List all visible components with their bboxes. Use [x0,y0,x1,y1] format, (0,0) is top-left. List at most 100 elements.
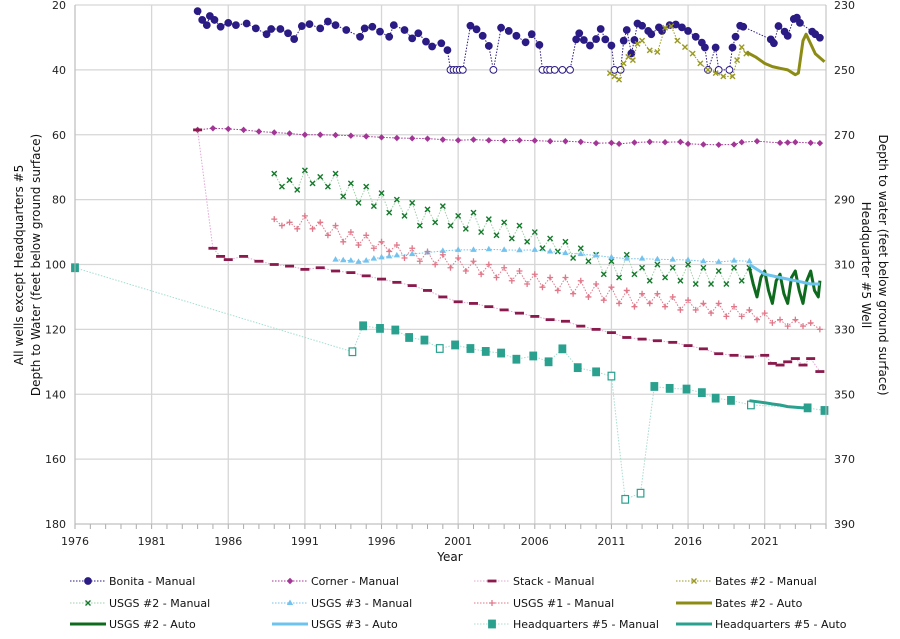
data-point [485,216,492,223]
data-point [727,396,735,405]
data-point [216,22,225,31]
data-point [531,246,538,252]
data-point [356,32,364,41]
data-point [674,37,681,44]
data-point [462,267,469,274]
data-point [193,128,203,132]
data-point [424,248,431,255]
data-point [715,141,722,149]
legend-marker [85,600,91,606]
data-point [481,347,490,356]
data-point [407,284,417,287]
data-point [731,264,738,271]
series-line [197,129,821,372]
data-point [728,43,737,52]
data-point [807,139,814,147]
data-point [560,319,570,323]
data-point [240,126,247,134]
data-point [208,246,218,250]
y-tick-label: 140 [45,388,66,401]
data-point [363,183,370,190]
data-point [601,35,610,44]
data-point [700,264,707,271]
data-point [753,138,761,145]
series-line [197,127,820,146]
data-point [451,340,459,350]
series-usgs-1-manual [271,212,823,333]
data-point [677,306,684,313]
data-point [232,21,240,30]
data-point [359,321,368,331]
data-point [760,353,770,357]
data-point [193,7,202,16]
data-point [508,235,515,242]
data-point [579,36,588,44]
data-point [478,229,485,236]
data-point [634,40,641,47]
y-tick-label: 120 [45,323,66,336]
data-point [443,46,452,54]
legend-item: USGS #3 - Manual [272,597,412,610]
data-point [684,256,692,262]
data-point [708,280,715,287]
data-point [592,367,601,377]
data-point [725,65,734,74]
data-point [606,331,616,335]
data-point [731,32,740,41]
data-point [485,261,492,268]
data-point [669,293,676,300]
data-point [439,136,447,143]
data-point [478,271,485,278]
legend-marker [489,600,495,606]
data-point [423,289,433,292]
data-point [472,25,481,34]
data-point [774,22,783,30]
data-point [470,246,477,252]
data-point [521,38,530,47]
data-point [470,136,477,143]
data-point [223,258,233,262]
data-point [493,274,500,281]
y-right-tick-label: 390 [834,518,855,531]
data-point [202,21,211,30]
data-point [820,406,829,415]
data-point [401,212,408,219]
y-right-tick-label: 330 [834,323,855,336]
series-usgs-3-auto [748,263,820,286]
data-point [600,297,607,304]
legend-item: Stack - Manual [474,575,594,588]
data-point [386,248,393,255]
legend-item: Bonita - Manual [70,575,195,588]
data-point [368,22,377,31]
data-point [531,137,538,144]
data-point [447,264,454,271]
data-point [355,242,362,249]
data-point [393,196,400,203]
data-point [554,287,561,294]
data-point [700,141,707,148]
data-point [438,295,448,299]
data-point [392,280,402,284]
data-point [738,44,745,51]
y-tick-label: 160 [45,453,66,466]
data-point [385,32,394,41]
data-point [623,255,630,261]
y-right-tick-label: 270 [834,129,855,142]
data-point [662,303,669,310]
data-point [454,137,462,144]
data-point [708,310,715,317]
data-point [301,212,308,219]
data-point [769,319,776,326]
data-point [800,323,807,330]
data-point [309,180,316,187]
data-point [697,60,704,67]
x-tick-label: 2021 [751,535,779,548]
data-point [684,27,692,35]
data-point [332,131,339,139]
data-point [251,24,260,33]
data-point [531,271,538,278]
data-point [767,362,777,365]
data-point [524,238,531,245]
data-point [701,43,709,52]
data-point [715,258,722,264]
